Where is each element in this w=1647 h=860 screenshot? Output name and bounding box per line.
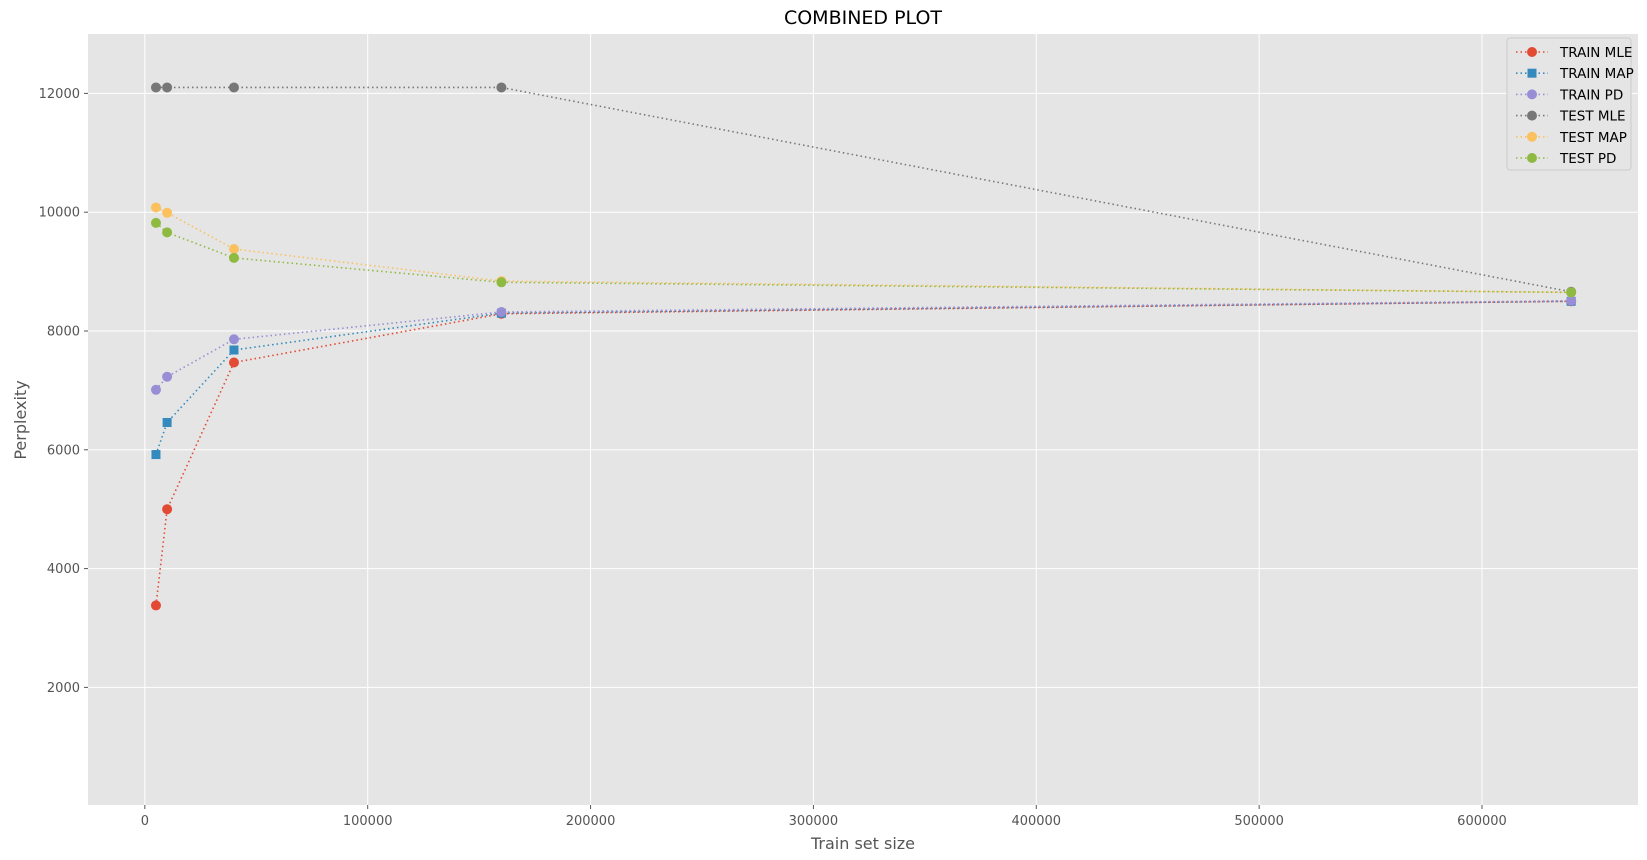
data-point-test-mle	[228, 82, 239, 93]
legend-item-train-pd: TRAIN PD	[1516, 87, 1623, 103]
legend-item-test-mle: TEST MLE	[1516, 109, 1626, 125]
chart-title: COMBINED PLOT	[784, 7, 942, 29]
data-point-test-map	[150, 202, 161, 213]
legend-item-train-map: TRAIN MAP	[1516, 66, 1634, 82]
x-tick-label: 300000	[789, 814, 839, 829]
data-point-train-pd	[162, 371, 173, 382]
series-line-train-map	[155, 300, 1572, 455]
data-point-test-map	[228, 244, 239, 255]
legend-box	[1506, 37, 1632, 171]
data-point-test-pd	[1566, 287, 1577, 298]
legend-item-test-pd: TEST PD	[1516, 151, 1616, 167]
series-line-train-mle	[155, 300, 1572, 606]
legend-label: TRAIN PD	[1559, 87, 1623, 103]
legend-marker	[1527, 68, 1537, 78]
legend-label: TRAIN MAP	[1559, 66, 1634, 82]
legend-marker	[1527, 153, 1537, 163]
series-train-pd	[150, 295, 1577, 395]
data-point-train-map	[151, 450, 161, 460]
data-point-test-map	[162, 207, 173, 218]
data-point-test-pd	[496, 277, 507, 288]
x-axis-label: Train set size	[810, 834, 915, 853]
ticks: 0 100000 200000 300000 400000 500000 600000 200…	[39, 87, 1507, 829]
legend-marker	[1527, 110, 1537, 121]
data-point-train-mle	[150, 600, 161, 611]
data-point-test-mle	[150, 82, 161, 93]
y-tick-label: 6000	[47, 443, 80, 458]
series-layer	[150, 82, 1577, 611]
data-point-test-mle	[162, 82, 173, 93]
series-test-pd	[150, 217, 1577, 298]
x-tick-label: 400000	[1011, 814, 1061, 829]
legend-marker	[1527, 131, 1537, 142]
data-point-test-pd	[162, 227, 173, 238]
grid	[88, 34, 1638, 805]
data-point-train-mle	[162, 504, 173, 515]
legend-marker	[1527, 89, 1537, 100]
x-tick-label: 100000	[343, 814, 393, 829]
data-point-train-pd	[150, 384, 161, 395]
data-point-train-pd	[1566, 295, 1577, 306]
data-point-train-mle	[228, 357, 239, 368]
legend-label: TEST MAP	[1559, 130, 1627, 146]
y-tick-label: 10000	[39, 206, 80, 221]
data-point-test-mle	[496, 82, 507, 93]
y-tick-label: 2000	[47, 681, 80, 696]
y-tick-label: 12000	[39, 87, 80, 102]
data-point-train-map	[229, 345, 239, 355]
legend-label: TEST MLE	[1559, 109, 1626, 125]
x-tick-label: 200000	[566, 814, 616, 829]
data-point-train-pd	[496, 306, 507, 317]
data-point-train-pd	[228, 334, 239, 345]
legend-marker	[1527, 47, 1537, 57]
data-point-train-map	[162, 417, 172, 427]
legend-item-train-mle: TRAIN MLE	[1516, 45, 1632, 61]
y-tick-label: 8000	[47, 324, 80, 339]
data-point-test-pd	[150, 217, 161, 228]
legend: TRAIN MLE TRAIN MAP TRAIN PD TEST MLE TEST M…	[1506, 37, 1634, 171]
x-tick-label: 500000	[1234, 814, 1284, 829]
legend-label: TRAIN MLE	[1559, 45, 1632, 61]
plot-background	[88, 34, 1638, 805]
legend-item-test-map: TEST MAP	[1516, 130, 1627, 146]
y-axis-label: Perplexity	[11, 380, 30, 459]
x-tick-label: 600000	[1457, 814, 1507, 829]
x-tick-label: 0	[141, 814, 149, 829]
data-point-test-pd	[228, 252, 239, 263]
y-tick-label: 4000	[47, 562, 80, 577]
legend-label: TEST PD	[1559, 151, 1616, 167]
